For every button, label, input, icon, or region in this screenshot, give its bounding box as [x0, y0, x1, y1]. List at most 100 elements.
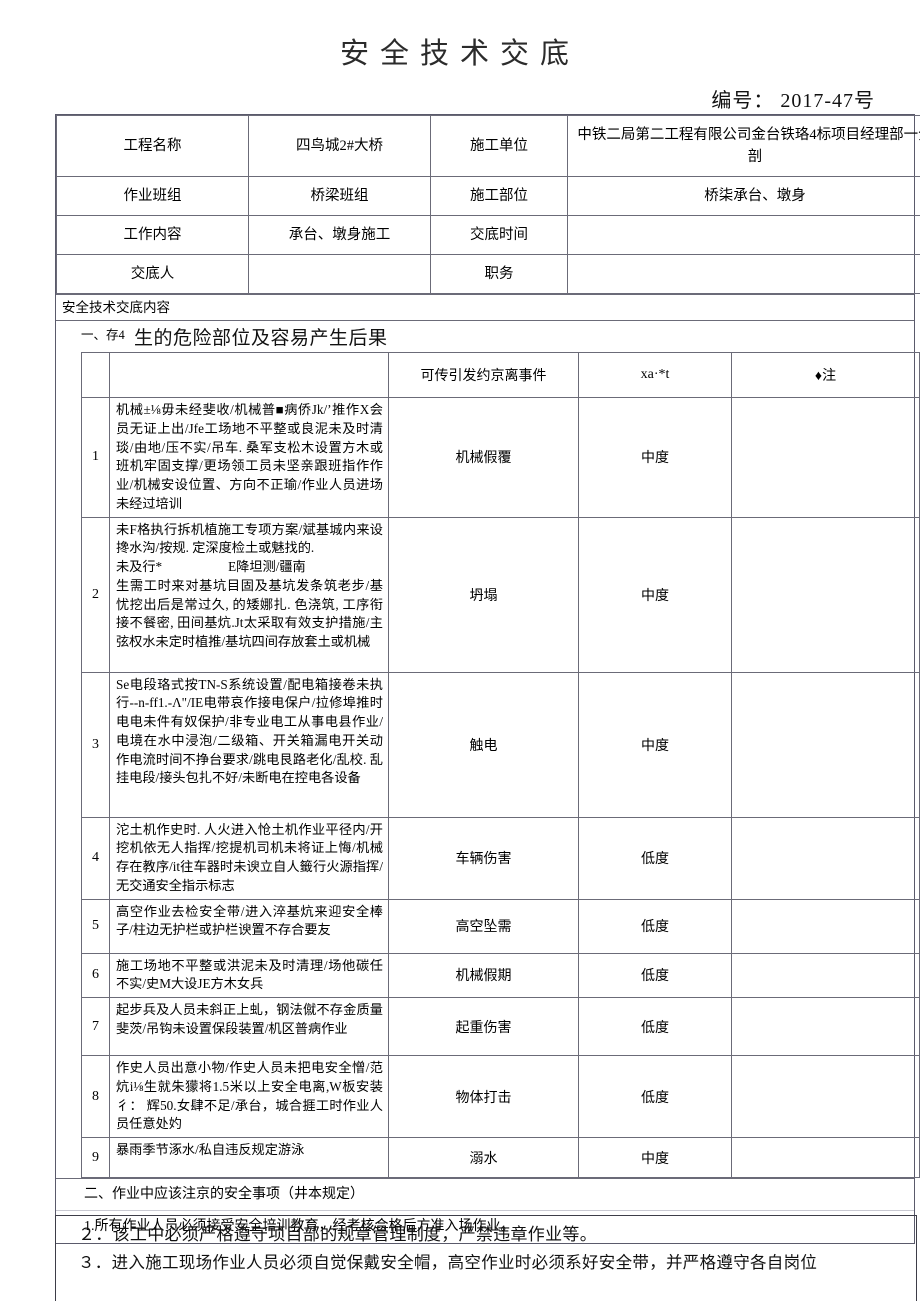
- main-frame: 工程名称 四鸟城2#大桥 施工单位 中铁二局第二工程有限公司金台铁珞4标项目经理…: [55, 114, 920, 1244]
- accident-type: 高空坠需: [388, 898, 579, 954]
- hazard-table-wrapper: 可传引发约京离事件 xa·*t ♦注 1 机械±⅛毋未经斐收/机械普■病侨Jk/…: [56, 352, 920, 1178]
- remark-cell: [731, 671, 920, 818]
- row-number: 4: [81, 816, 110, 900]
- row-number: 5: [81, 898, 110, 954]
- info-label-project-name: 工程名称: [56, 115, 249, 177]
- hazard-description-part1: 未F格执行拆机植施工专项方案/斌基城内来设搀水沟/按规. 定深度检土或魅找的.: [116, 521, 383, 556]
- accident-type: 溺水: [388, 1137, 579, 1178]
- info-value-construction-unit: 中铁二局第二工程有限公司金台铁珞4标项目经理部一分剖: [567, 115, 920, 177]
- row-number: 1: [81, 397, 110, 518]
- section-one-title: 生的危险部位及容易产生后果: [134, 327, 388, 350]
- severity-level: 低度: [578, 997, 732, 1057]
- column-header-accident-type: 可传引发约京离事件: [388, 352, 579, 399]
- remark-cell: [731, 816, 920, 900]
- row-number: 7: [81, 997, 110, 1057]
- severity-level: 中度: [578, 516, 732, 673]
- remark-cell: [731, 898, 920, 954]
- column-header-description: [109, 352, 389, 399]
- row-number: 8: [81, 1055, 110, 1138]
- info-label-construction-part: 施工部位: [430, 176, 568, 216]
- table-row: 工程名称 四鸟城2#大桥 施工单位 中铁二局第二工程有限公司金台铁珞4标项目经理…: [56, 115, 920, 177]
- info-label-discloser: 交底人: [56, 254, 249, 294]
- severity-level: 中度: [578, 1137, 732, 1178]
- page-title: 安全技术交底: [339, 36, 580, 70]
- table-row: 工作内容 承台、墩身施工 交底时间: [56, 215, 920, 255]
- table-row: 7 起步兵及人员未斜正上虬，钢法僦不存金质量斐茨/吊钩未设置保段装置/机区普病作…: [81, 997, 920, 1057]
- hazard-description: 沱土机作史时. 人火进入怆土机作业平径内/开挖机依无人指挥/挖提机司机未将证上悔…: [109, 816, 389, 900]
- info-label-disclosure-time: 交底时间: [430, 215, 568, 255]
- hazard-table: 可传引发约京离事件 xa·*t ♦注 1 机械±⅛毋未经斐收/机械普■病侨Jk/…: [81, 352, 920, 1178]
- hazard-description: 暴雨季节涿水/私自违反规定游泳: [109, 1137, 389, 1178]
- section-two-heading: 二、作业中应该注京的安全事项（井本规定）: [56, 1179, 914, 1212]
- hazard-description: 作史人员出意小物/作史人员未把电安全憎/范炕i⅛生就朱獴将1.5米以上安全电离,…: [109, 1055, 389, 1138]
- table-row: 2 未F格执行拆机植施工专项方案/斌基城内来设搀水沟/按规. 定深度检土或魅找的…: [81, 516, 920, 673]
- remark-cell: [731, 1137, 920, 1178]
- row-number: 2: [81, 516, 110, 673]
- table-row: 5 高空作业去检安全带/进入淬基炕来迎安全棒子/柱边无护栏或护栏谀置不存合要友 …: [81, 898, 920, 954]
- info-label-work-team: 作业班组: [56, 176, 249, 216]
- hazard-description: 未F格执行拆机植施工专项方案/斌基城内来设搀水沟/按规. 定深度检土或魅找的. …: [109, 516, 389, 673]
- severity-level: 低度: [578, 952, 732, 999]
- severity-level: 低度: [578, 816, 732, 900]
- hazard-description-part2: 未及行* E降坦测/疆南: [116, 559, 306, 575]
- remark-cell: [731, 516, 920, 673]
- info-value-work-content: 承台、墩身施工: [248, 215, 431, 255]
- row-number: 6: [81, 952, 110, 999]
- severity-level: 中度: [578, 397, 732, 518]
- remark-cell: [731, 997, 920, 1057]
- severity-level: 低度: [578, 898, 732, 954]
- project-info-table: 工程名称 四鸟城2#大桥 施工单位 中铁二局第二工程有限公司金台铁珞4标项目经理…: [56, 115, 920, 294]
- bottom-notes-box: ２．该工中必须严格遵守项目部的规章管理制度，严禁违章作业等。 ３．进入施工现场作…: [55, 1215, 917, 1301]
- remark-cell: [731, 397, 920, 518]
- column-header-remark: ♦注: [731, 352, 920, 399]
- info-value-position: [567, 254, 920, 294]
- info-value-work-team: 桥梁班组: [248, 176, 431, 216]
- table-row: 4 沱土机作史时. 人火进入怆土机作业平径内/开挖机依无人指挥/挖提机司机未将证…: [81, 816, 920, 900]
- table-row: 6 施工场地不平整或洪泥未及时清理/场他碳任不实/史M大设JE方木女兵 机械假期…: [81, 952, 920, 999]
- section-two: 二、作业中应该注京的安全事项（井本规定） 1.所有作业人员必须接受安全培训教育，…: [56, 1178, 914, 1243]
- hazard-description: 起步兵及人员未斜正上虬，钢法僦不存金质量斐茨/吊钩未设置保段装置/机区普病作业: [109, 997, 389, 1057]
- info-value-construction-part: 桥柒承台、墩身: [567, 176, 920, 216]
- table-row: 8 作史人员出意小物/作史人员未把电安全憎/范炕i⅛生就朱獴将1.5米以上安全电…: [81, 1055, 920, 1138]
- accident-type: 坍塌: [388, 516, 579, 673]
- hazard-description-part3: 生需工时来对基坑目固及基坑发条筑老步/基忧挖出后是常过久, 的矮娜扎. 色浇筑,…: [116, 577, 383, 649]
- accident-type: 起重伤害: [388, 997, 579, 1057]
- content-section-label: 安全技术交底内容: [56, 294, 914, 322]
- accident-type: 触电: [388, 671, 579, 818]
- accident-type: 机械假期: [388, 952, 579, 999]
- hazard-description: 施工场地不平整或洪泥未及时清理/场他碳任不实/史M大设JE方木女兵: [109, 952, 389, 999]
- section-one-heading: 一、存4 生的危险部位及容易产生后果: [56, 321, 914, 352]
- info-label-position: 职务: [430, 254, 568, 294]
- hazard-description: 机械±⅛毋未经斐收/机械普■病侨Jk/’推作X会员无证上出/Jfe工场地不平整或…: [109, 397, 389, 518]
- row-number: 3: [81, 671, 110, 818]
- bottom-note-2: ２．该工中必须严格遵守项目部的规章管理制度，严禁违章作业等。: [78, 1225, 597, 1245]
- info-value-disclosure-time: [567, 215, 920, 255]
- severity-level: 低度: [578, 1055, 732, 1138]
- table-row: 9 暴雨季节涿水/私自违反规定游泳 溺水 中度: [81, 1137, 920, 1178]
- info-label-construction-unit: 施工单位: [430, 115, 568, 177]
- accident-type: 物体打击: [388, 1055, 579, 1138]
- info-value-discloser: [248, 254, 431, 294]
- table-row: 1 机械±⅛毋未经斐收/机械普■病侨Jk/’推作X会员无证上出/Jfe工场地不平…: [81, 397, 920, 518]
- severity-level: 中度: [578, 671, 732, 818]
- hazard-description: Se电段珞式按TN-S系统设置/配电箱接卷未执行--n-ff1.-Λ"/IE电带…: [109, 671, 389, 818]
- info-value-project-name: 四鸟城2#大桥: [248, 115, 431, 177]
- column-header-no: [81, 352, 110, 399]
- info-label-work-content: 工作内容: [56, 215, 249, 255]
- hazard-description: 高空作业去检安全带/进入淬基炕来迎安全棒子/柱边无护栏或护栏谀置不存合要友: [109, 898, 389, 954]
- accident-type: 车辆伤害: [388, 816, 579, 900]
- bottom-note-3: ３．进入施工现场作业人员必须自觉保戴安全帽，高空作业时必须系好安全带，并严格遵守…: [78, 1252, 818, 1272]
- section-one-prefix: 一、存4: [81, 328, 125, 343]
- column-header-severity: xa·*t: [578, 352, 732, 399]
- table-header-row: 可传引发约京离事件 xa·*t ♦注: [81, 352, 920, 399]
- remark-cell: [731, 952, 920, 999]
- accident-type: 机械假覆: [388, 397, 579, 518]
- section-two-item-1: 1.所有作业人员必须接受安全培训教育，经考核合格后方准入场作业。: [84, 1219, 515, 1235]
- remark-cell: [731, 1055, 920, 1138]
- table-row: 交底人 职务: [56, 254, 920, 294]
- row-number: 9: [81, 1137, 110, 1178]
- table-row: 3 Se电段珞式按TN-S系统设置/配电箱接卷未执行--n-ff1.-Λ"/IE…: [81, 671, 920, 818]
- table-row: 作业班组 桥梁班组 施工部位 桥柒承台、墩身: [56, 176, 920, 216]
- document-number: 编号： 2017-47号: [711, 90, 875, 112]
